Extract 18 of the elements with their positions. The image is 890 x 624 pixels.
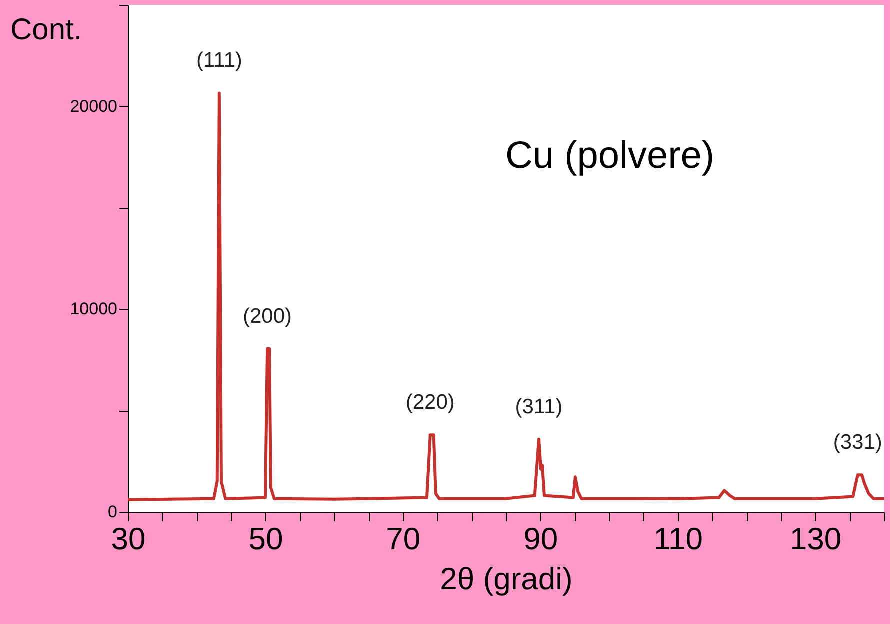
y-tick-label: 0 — [108, 502, 118, 522]
y-axis-title: Cont. — [10, 14, 82, 46]
annotation: (111) — [196, 49, 242, 72]
line-series — [126, 92, 886, 502]
annotation: (220) — [406, 391, 455, 414]
x-axis-title: 2θ (gradi) — [440, 562, 573, 596]
x-tick-label: 70 — [386, 522, 421, 556]
x-tick-label: 30 — [111, 522, 146, 556]
annotation: (200) — [243, 304, 292, 328]
x-tick-label: 130 — [790, 522, 842, 556]
x-tick-label: 90 — [524, 522, 558, 556]
x-tick-label: 110 — [654, 522, 704, 556]
annotation: Cu (polvere) — [505, 135, 715, 177]
y-tick-label: 20000 — [70, 96, 118, 116]
annotation: (331) — [833, 431, 882, 454]
x-tick-label: 50 — [248, 522, 284, 556]
y-tick-label: 10000 — [70, 300, 118, 319]
annotation: (311) — [515, 395, 563, 418]
